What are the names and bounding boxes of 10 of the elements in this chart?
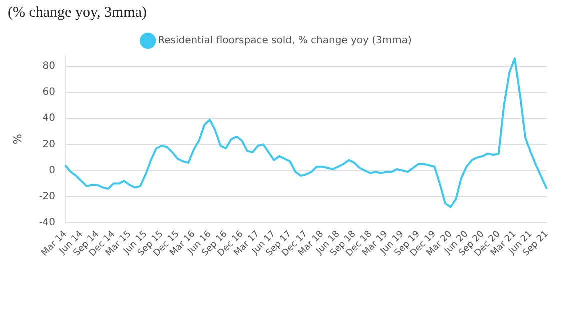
y-tick-label: 0 bbox=[49, 165, 56, 176]
y-tick-label: 80 bbox=[42, 61, 56, 72]
y-tick-label: 60 bbox=[42, 87, 56, 98]
chart-title: (% change yoy, 3mma) bbox=[8, 4, 147, 21]
y-tick-label: -20 bbox=[39, 191, 56, 202]
y-tick-label: 20 bbox=[42, 139, 56, 150]
y-axis-title: % bbox=[11, 134, 24, 145]
y-tick-label: -40 bbox=[39, 218, 56, 229]
legend-label: Residential floorspace sold, % change yoy (3mma) bbox=[158, 36, 412, 47]
y-tick-label: 40 bbox=[42, 113, 56, 124]
